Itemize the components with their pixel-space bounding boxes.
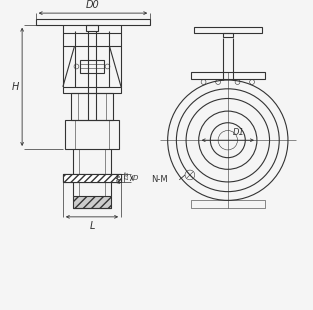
Text: H: H [12, 82, 19, 92]
Text: D2: D2 [125, 170, 130, 179]
Text: D: D [133, 175, 138, 181]
Polygon shape [63, 174, 121, 182]
Text: N-M: N-M [151, 175, 168, 184]
Text: D1: D1 [233, 128, 244, 137]
Polygon shape [73, 196, 111, 208]
Text: D0: D0 [86, 0, 100, 10]
Text: DN: DN [117, 173, 122, 183]
Text: L: L [89, 221, 95, 231]
